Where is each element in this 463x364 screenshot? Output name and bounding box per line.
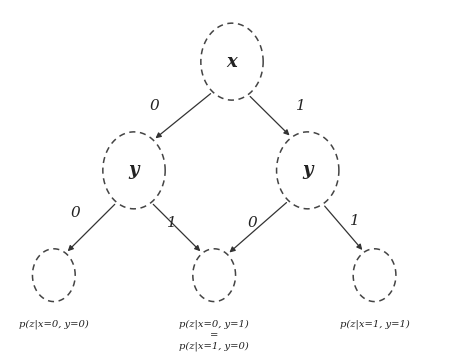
Ellipse shape [33,250,75,301]
Text: p(z|x=0, y=1)
=
p(z|x=1, y=0): p(z|x=0, y=1) = p(z|x=1, y=0) [179,320,249,351]
Ellipse shape [193,250,234,301]
Ellipse shape [353,250,394,301]
Text: y: y [128,161,139,179]
Text: p(z|x=1, y=1): p(z|x=1, y=1) [339,320,408,329]
Text: 0: 0 [247,216,257,230]
Text: y: y [302,161,313,179]
Text: p(z|x=0, y=0): p(z|x=0, y=0) [19,320,88,329]
Text: x: x [226,53,237,71]
Ellipse shape [277,133,337,208]
Text: 1: 1 [349,214,359,228]
Ellipse shape [201,24,262,99]
Text: 0: 0 [149,99,159,113]
Text: 1: 1 [167,216,176,230]
Ellipse shape [104,133,164,208]
Text: 1: 1 [295,99,305,113]
Text: 0: 0 [70,206,80,220]
